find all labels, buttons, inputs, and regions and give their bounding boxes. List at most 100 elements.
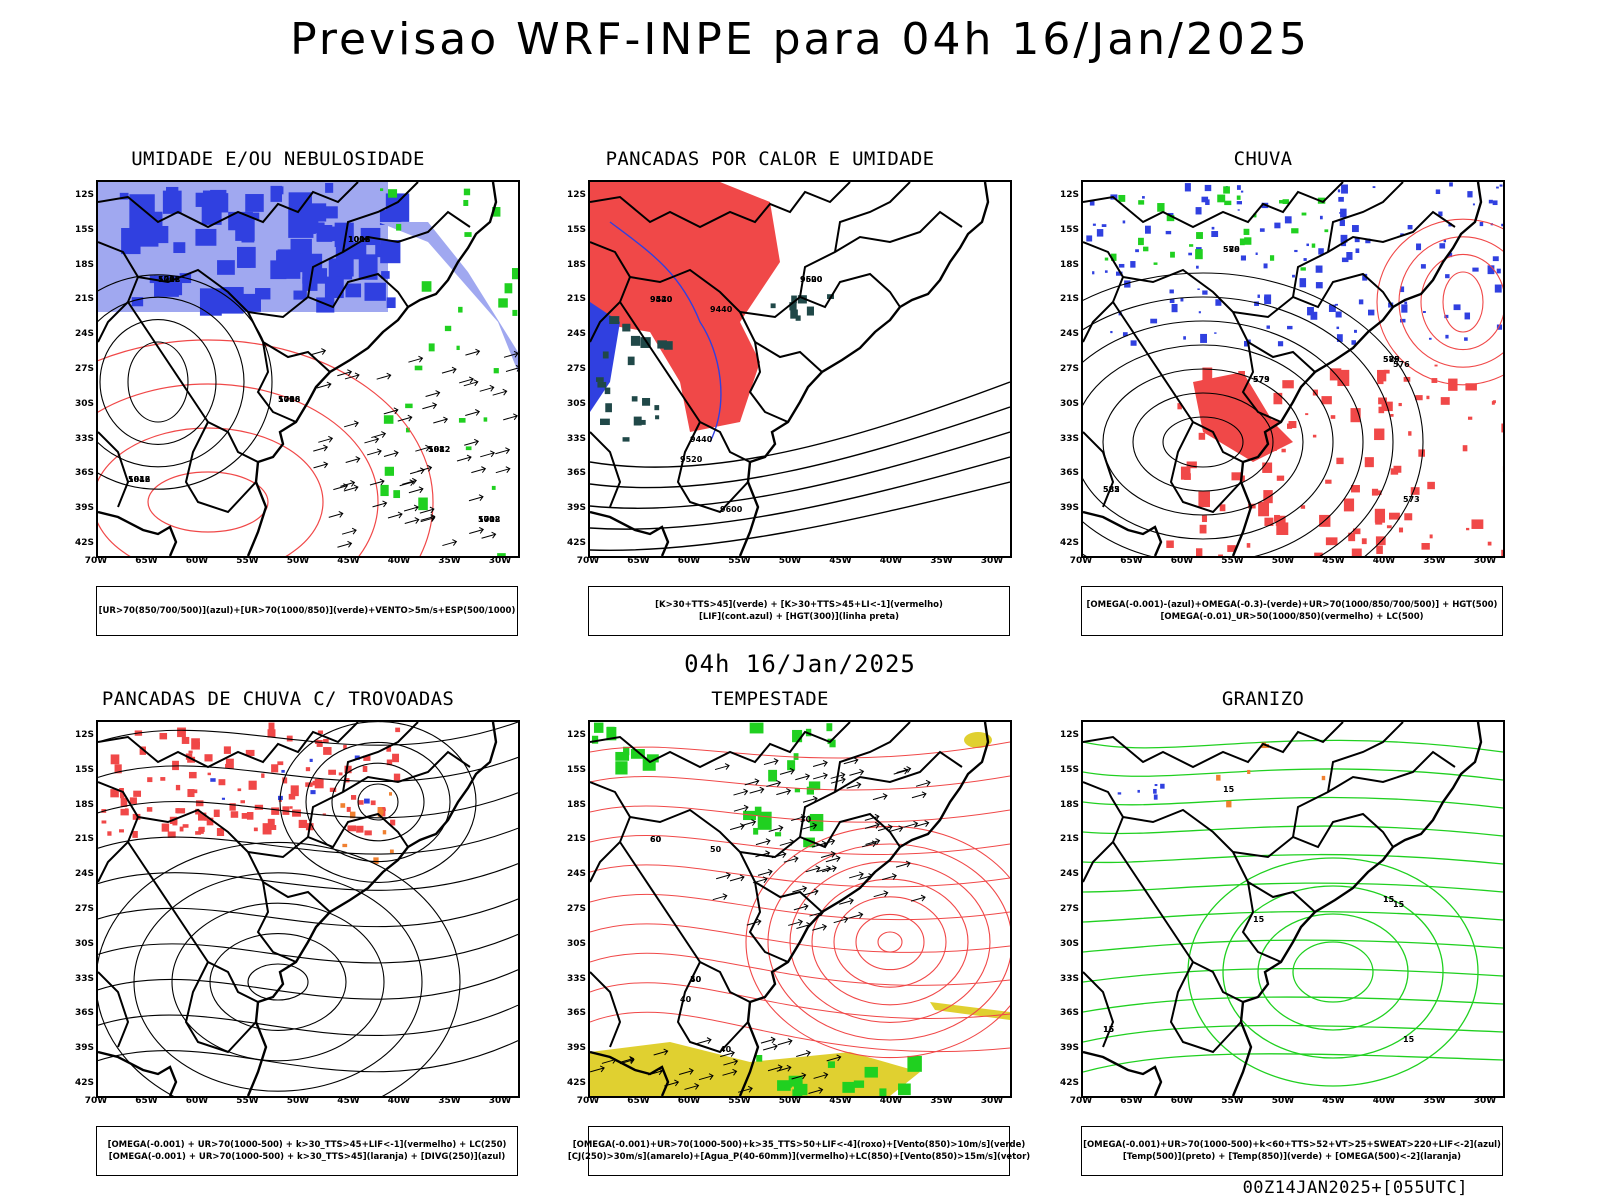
longitude-label: 30W <box>980 1096 1004 1106</box>
omega-area <box>1400 286 1405 293</box>
divergence-area <box>309 758 313 762</box>
wind-vector <box>872 793 888 801</box>
wind-vector <box>805 865 821 873</box>
wind-vector <box>422 402 438 410</box>
streamline <box>171 902 385 1062</box>
wind-vector <box>722 1068 738 1076</box>
wind-vector <box>503 413 518 421</box>
latitude-label: 39S <box>1059 1043 1079 1054</box>
wind-850-area <box>842 1081 855 1093</box>
instability-area <box>791 295 797 304</box>
humidity-core-area <box>324 276 344 299</box>
rain-area <box>1273 392 1283 405</box>
wind-850-area <box>864 1066 878 1078</box>
humidity-core-area <box>201 202 222 225</box>
omega-area <box>1135 249 1139 253</box>
latitude-label: 42S <box>74 538 94 548</box>
humidity-core-area <box>276 250 301 279</box>
thunderstorm-area <box>358 800 364 805</box>
latitude-label: 27S <box>566 364 586 374</box>
lifted-condensation-contour <box>590 805 1010 823</box>
contour-label: 15 <box>1383 895 1395 904</box>
latitude-label: 24S <box>1059 329 1079 340</box>
rain-area <box>1390 413 1394 417</box>
wind-vector <box>812 923 827 931</box>
low-level-humidity <box>444 325 452 332</box>
humidity-core-area <box>380 240 401 264</box>
thunderstorm-area <box>305 767 311 772</box>
rain-area <box>1408 431 1412 436</box>
omega-strong-area <box>1301 212 1307 216</box>
low-level-humidity <box>463 188 471 196</box>
rain-area <box>1389 512 1400 520</box>
humidity-core-area <box>364 282 386 301</box>
thickness-contour <box>98 383 379 556</box>
latitude-label: 12S <box>74 730 94 740</box>
thunderstorm-area <box>188 771 197 779</box>
low-level-humidity <box>393 490 401 499</box>
omega-area <box>1453 304 1461 311</box>
state-border <box>1112 841 1244 1003</box>
omega-strong-area <box>1244 237 1252 245</box>
low-level-humidity <box>396 223 402 231</box>
state-border <box>342 182 419 253</box>
omega-area <box>1292 274 1295 278</box>
wind-vector <box>344 420 359 428</box>
latitude-label: 15S <box>1059 224 1079 235</box>
streamline <box>98 969 518 1000</box>
omega-area <box>1351 225 1359 233</box>
longitude-label: 65W <box>1120 1096 1143 1106</box>
latitude-label: 33S <box>74 433 94 444</box>
state-border <box>1169 421 1242 514</box>
omega-area <box>1214 332 1217 334</box>
state-border <box>629 808 789 963</box>
wind-vector <box>720 1050 735 1058</box>
instability-area <box>654 405 660 411</box>
omega-strong-area <box>1282 199 1289 205</box>
wind-vector <box>791 1072 807 1080</box>
contour-label: 573 <box>1253 375 1270 384</box>
thunderstorm-area <box>292 809 301 817</box>
thunderstorm-area <box>139 746 147 755</box>
omega-500-area <box>1226 800 1232 808</box>
instability-area <box>602 351 609 359</box>
wind-850-area <box>606 726 615 737</box>
state-border <box>98 781 140 883</box>
longitude-label: 30W <box>1473 556 1497 566</box>
divergence-area <box>364 798 370 804</box>
omega-area <box>1306 243 1309 247</box>
omega-area <box>1492 200 1498 206</box>
thunderstorm-area <box>245 749 255 756</box>
omega-area <box>1266 325 1270 329</box>
longitude-label: 30W <box>980 556 1004 566</box>
latitude-label: 27S <box>74 364 94 374</box>
wind-vector <box>469 527 484 534</box>
wind-850-area <box>827 1061 835 1068</box>
omega-area <box>1479 221 1484 227</box>
legend-line: [OMEGA(-0.001)+UR>70(1000-500)+k<60+TTS>… <box>1083 1140 1501 1150</box>
rain-area <box>1467 416 1473 420</box>
state-border <box>590 971 622 1048</box>
latitude-label: 21S <box>74 294 94 305</box>
omega-area <box>1338 196 1344 202</box>
longitude-label: 45W <box>337 1096 360 1106</box>
rain-area <box>1491 401 1495 405</box>
wind-vector <box>480 450 495 458</box>
latitude-label: 36S <box>74 468 94 479</box>
lifted-condensation-contour <box>590 775 1010 791</box>
wind-850-area <box>768 769 778 782</box>
geopotential-500-contour <box>1083 320 1364 556</box>
contour-label: 585 <box>1383 355 1400 364</box>
thunderstorm-area <box>223 746 231 754</box>
wind-vector <box>733 788 749 796</box>
streamline <box>98 722 518 746</box>
convective-orange-area <box>373 857 379 864</box>
instability-area <box>609 316 620 325</box>
low-level-humidity <box>421 281 432 292</box>
streamline <box>98 1004 518 1036</box>
geopotential-contour <box>590 456 1010 530</box>
humidity-core-area <box>241 293 261 312</box>
wind-vector <box>376 372 392 380</box>
low-level-humidity <box>380 484 389 497</box>
longitude-label: 70W <box>84 556 108 566</box>
